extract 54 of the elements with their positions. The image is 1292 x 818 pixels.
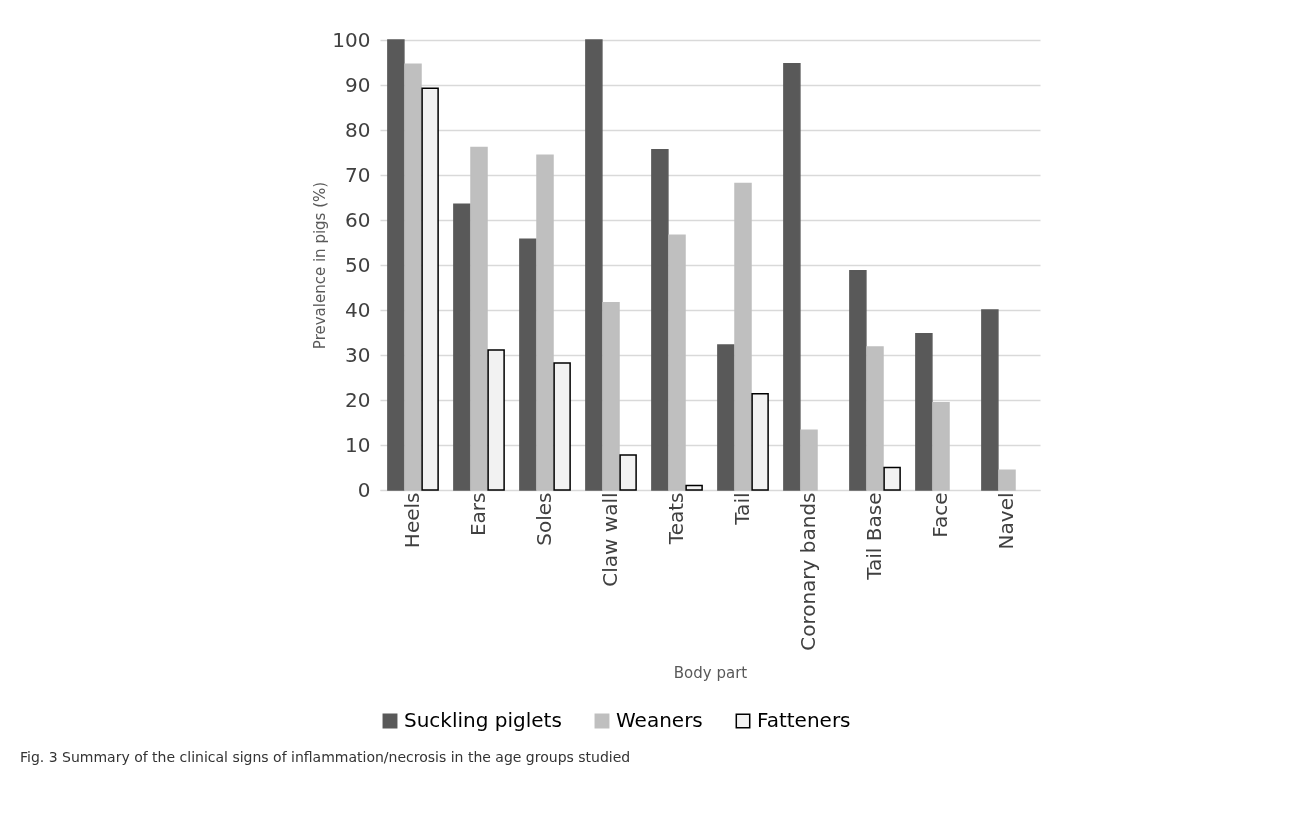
y-tick-label: 90 [345,72,371,97]
bar [421,87,439,491]
bar [685,484,703,491]
y-tick-label: 60 [345,207,371,232]
bar [668,234,686,491]
x-tick-label: Ears [466,492,490,537]
bar [915,333,933,491]
y-tick-label: 30 [345,342,371,367]
y-tick-label: 10 [345,432,371,457]
bar [602,302,620,491]
x-axis-title: Body part [673,663,748,682]
x-tick-label: Navel [994,492,1018,550]
bar [453,203,471,491]
bar [487,349,505,491]
bar [981,309,999,491]
y-axis-title: Prevalence in pigs (%) [311,181,330,350]
bar [883,466,901,491]
bar [585,39,603,491]
bar [751,392,769,491]
bar [519,238,537,491]
x-tick-label: Teats [664,492,688,546]
legend-label: Weaners [616,708,703,732]
bar [404,63,422,491]
bar [387,39,405,491]
bar [619,454,637,491]
y-tick-label: 70 [345,162,371,187]
x-tick-label: Face [928,492,952,538]
bar [866,346,884,491]
bar [998,469,1016,491]
x-tick-label: Soles [532,492,556,546]
caption: Fig. 3 Summary of the clinical signs of inflammation/necrosis in the age groups studied [20,749,631,765]
y-tick-label: 40 [345,297,371,322]
bar [536,154,554,491]
bar [717,344,735,491]
bar [800,429,818,491]
legend-label: Fatteners [757,708,851,732]
bar [470,146,488,491]
y-tick-label: 100 [332,27,371,52]
bar [651,149,669,491]
y-tick-label: 20 [345,387,371,412]
bar [734,182,752,491]
bar [849,270,867,491]
bar [553,362,571,491]
bar [932,401,950,491]
y-tick-label: 0 [357,477,371,502]
y-tick-label: 80 [345,117,371,142]
x-tick-label: Tail [730,492,754,526]
bar [783,63,801,491]
x-tick-label: Coronary bands [796,492,820,651]
legend-label: Suckling piglets [404,708,562,732]
x-tick-label: Heels [400,492,424,549]
x-tick-label: Claw wall [598,492,622,587]
y-tick-label: 50 [345,252,371,277]
x-tick-label: Tail Base [862,492,886,581]
